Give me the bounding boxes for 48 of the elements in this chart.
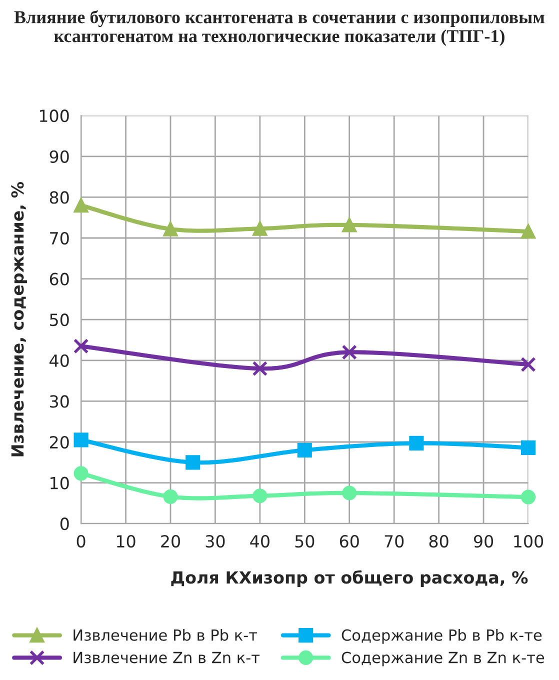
legend-label: Извлечение Pb в Pb к-т [74,629,258,641]
x-tick-label: 30 [206,535,225,548]
point [520,356,536,372]
x-tick-label: 90 [474,535,494,548]
x-tick-label: 10 [117,535,136,548]
legend-label: Извлечение Zn в Zn к-т [74,652,260,664]
point [342,344,358,360]
point [520,440,536,456]
point [74,198,88,213]
point [252,360,268,376]
y-tick-label: 30 [50,395,69,408]
legend-label: Содержание Zn в Zn к-те [342,652,544,666]
point [342,218,357,232]
x-tick-label: 70 [384,535,404,548]
point [342,486,357,500]
y-tick-label: 10 [50,476,69,490]
y-tick-label: 40 [50,354,69,367]
y-tick-label: 90 [50,150,69,163]
y-tick-label: 70 [50,232,69,245]
x-tick-label: 60 [340,535,359,548]
x-tick-label: 20 [161,535,180,548]
point [297,442,312,458]
y-tick-label: 60 [50,272,69,286]
point [73,338,89,354]
legend-label: Содержание Pb в Pb к-те [342,629,542,644]
point [163,489,178,504]
y-tick-label: 50 [50,314,69,326]
point [252,221,268,236]
point [186,455,200,470]
y-axis-title: Извлечение, содержание, % [11,182,28,456]
y-tick-label: 100 [40,110,69,122]
y-tick-label: 0 [60,518,69,530]
x-tick-label: 40 [250,535,270,548]
chart-title: Влияние бутилового ксантогената в сочетании с изопропиловым ксантогенатом на технологические показатели (ТПГ-1) [14,10,544,46]
point [520,490,536,504]
x-tick-label: 0 [76,535,86,548]
y-tick-label: 80 [50,191,69,204]
x-axis-title: Доля КХизопр от общего расхода, % [171,570,528,587]
x-tick-label: 50 [295,535,314,548]
x-tick-label: 100 [514,535,544,548]
point [409,436,424,451]
y-tick-label: 20 [50,436,69,449]
point [520,224,536,239]
point [163,222,178,236]
point [252,488,268,504]
point [74,466,88,481]
point [74,432,88,448]
x-tick-label: 80 [429,535,448,548]
